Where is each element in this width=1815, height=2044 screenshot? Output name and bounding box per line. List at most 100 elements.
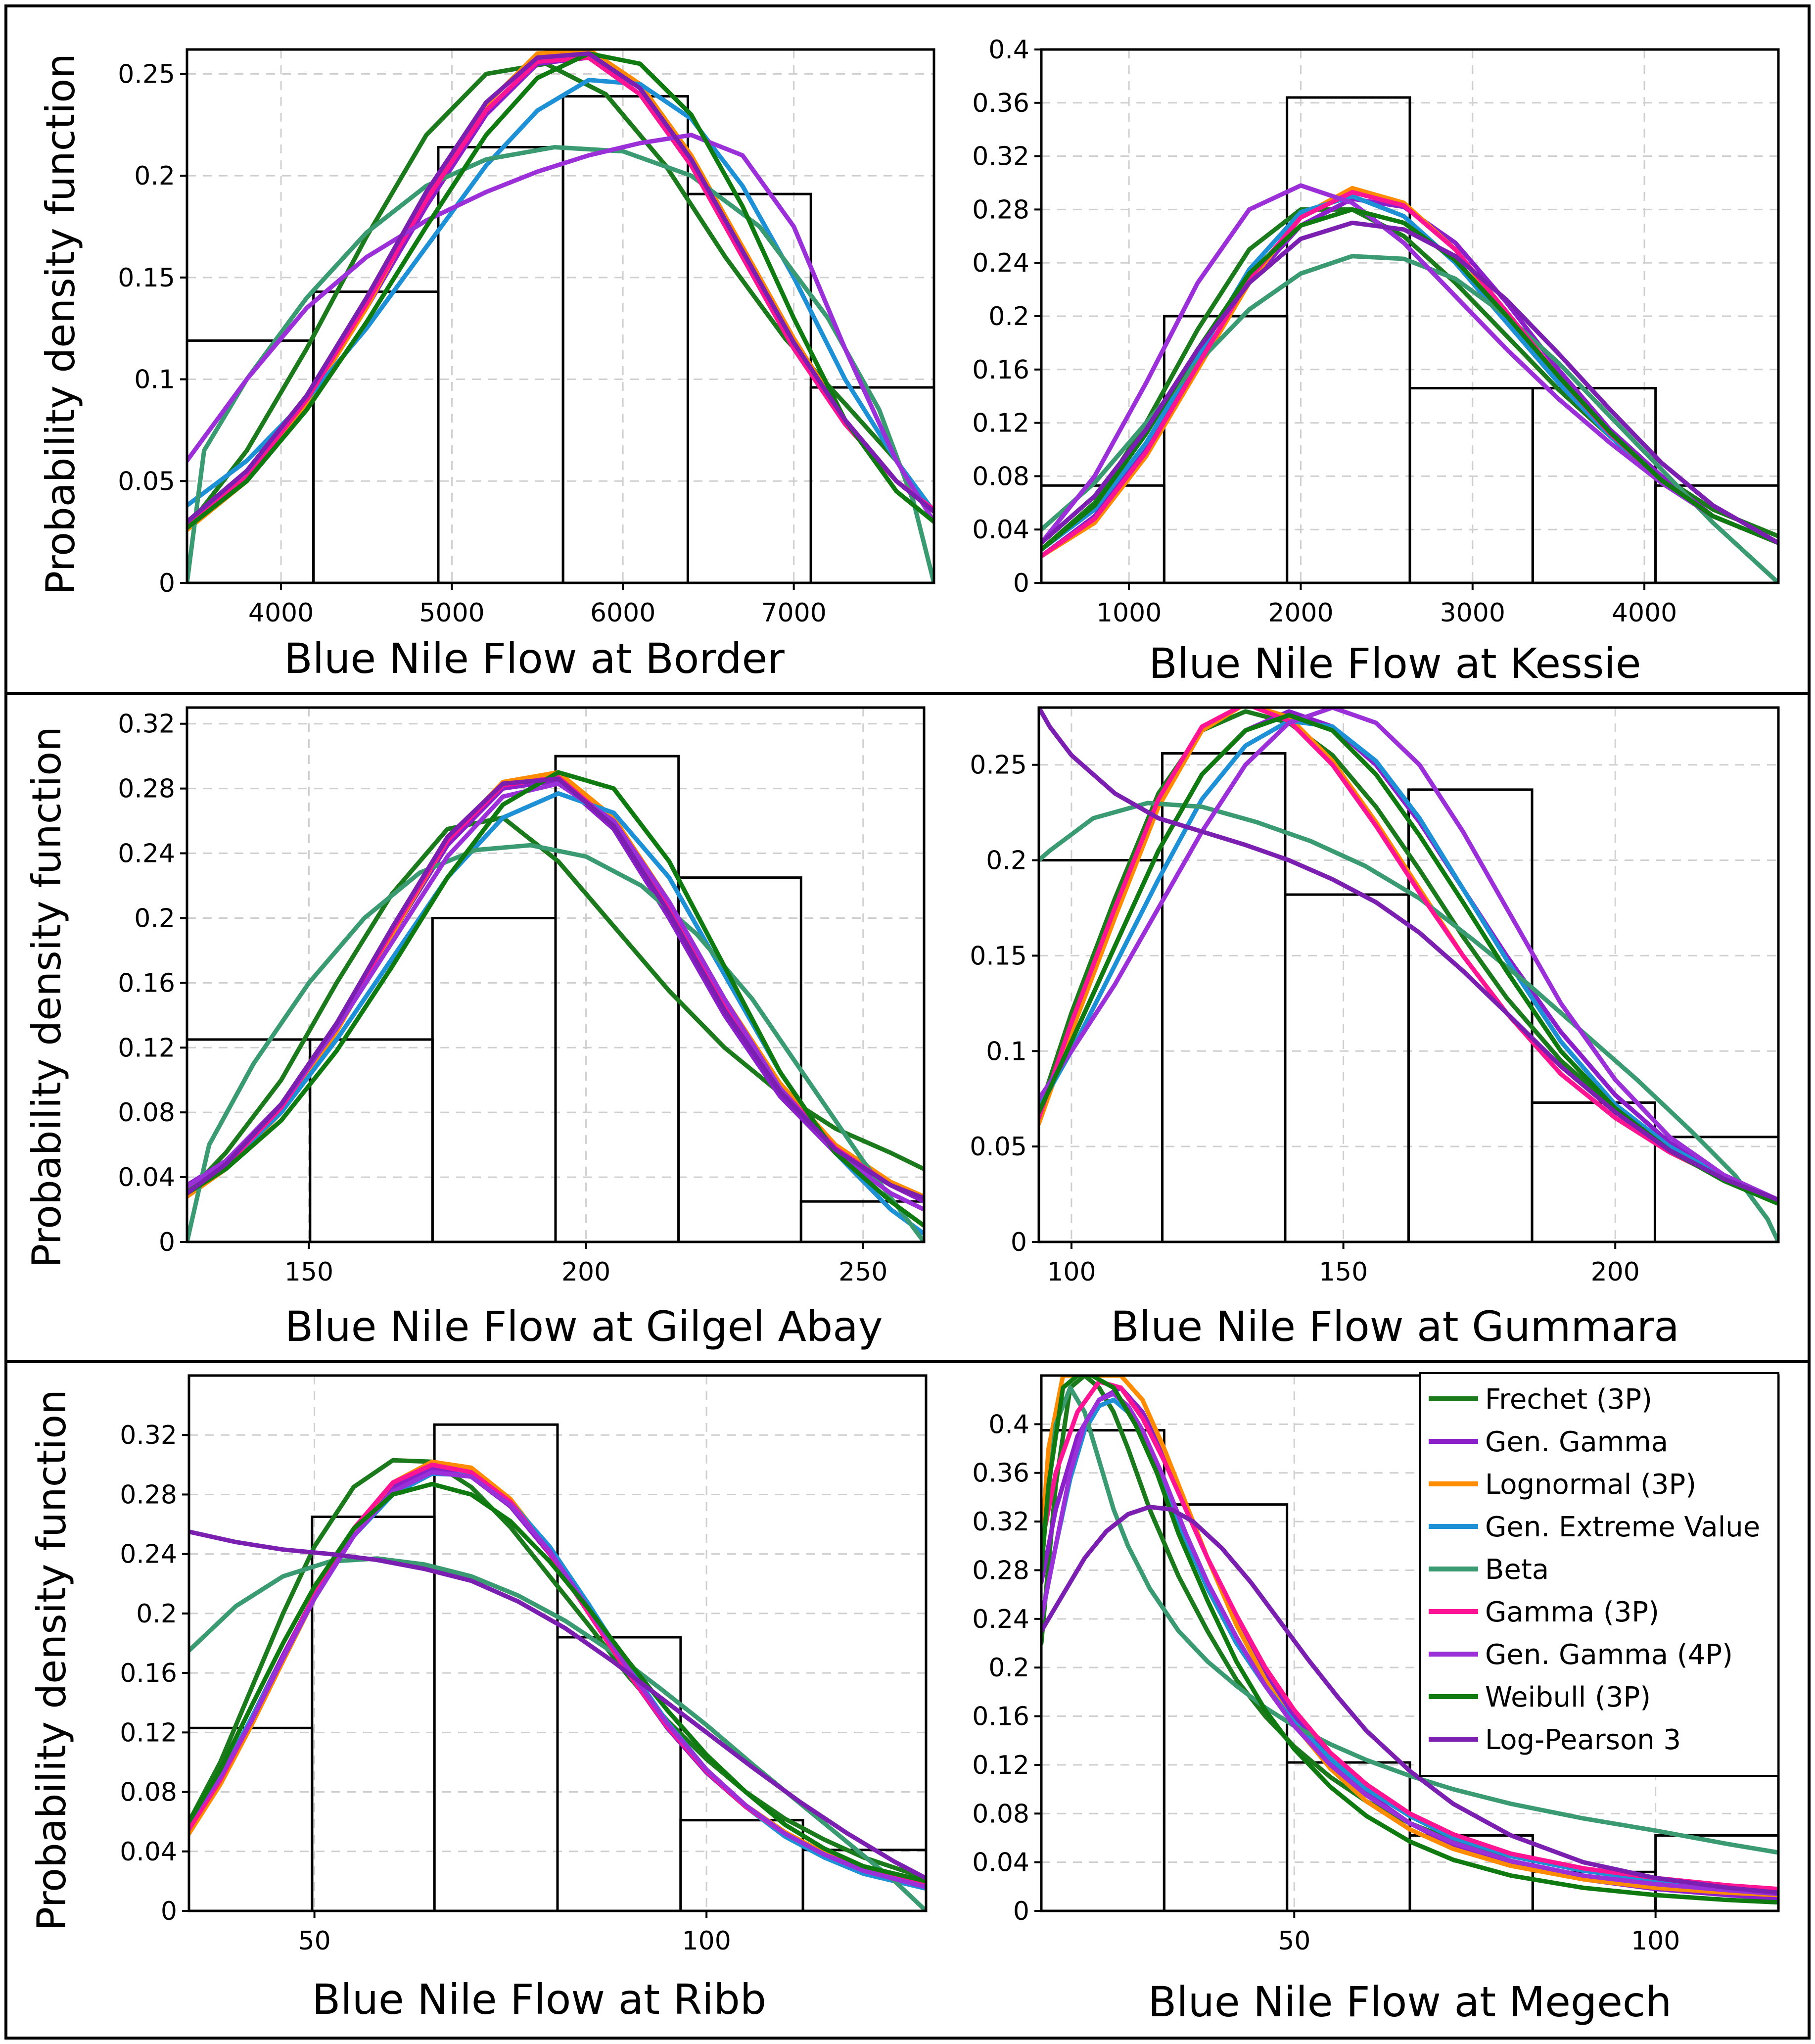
y-tick-label: 0.04	[120, 1837, 177, 1867]
x-tick-label: 250	[838, 1257, 887, 1287]
plot-area-frame	[186, 706, 926, 1243]
x-tick-label: 200	[561, 1257, 610, 1287]
y-tick-label: 0.04	[972, 1848, 1029, 1878]
figure-frame	[4, 4, 1811, 2040]
y-tick-label: 0.24	[120, 1540, 177, 1569]
x-axis: 50 100	[298, 1911, 731, 1956]
y-tick-label: 0.32	[118, 710, 175, 739]
x-axis-label: Blue Nile Flow at Megech	[1148, 1978, 1672, 2026]
y-tick-label: 0.08	[118, 1098, 175, 1128]
legend-label: Beta	[1485, 1554, 1549, 1586]
x-tick-label: 6000	[590, 598, 655, 628]
y-tick-label: 0.12	[972, 1751, 1029, 1780]
curve-gen-gamma-4p	[1039, 708, 1778, 1202]
x-tick-label: 1000	[1096, 598, 1162, 628]
y-axis: 0 0.04 0.08 0.12 0.16 0.2 0.24 0.28 0.32	[118, 710, 187, 1257]
y-tick-label: 0.04	[972, 515, 1029, 545]
x-tick-label: 100	[682, 1926, 731, 1956]
y-tick-label: 0.24	[972, 1605, 1029, 1634]
y-tick-label: 0.4	[988, 35, 1029, 65]
y-tick-label: 0.2	[988, 302, 1029, 332]
legend-item-log-pearson-3: Log-Pearson 3	[1429, 1724, 1681, 1756]
legend-label: Log-Pearson 3	[1485, 1724, 1681, 1756]
y-tick-label: 0	[1013, 569, 1029, 598]
legend-label: Weibull (3P)	[1485, 1681, 1651, 1713]
curve-gen-extreme-value	[187, 78, 934, 514]
plot-area-frame	[186, 48, 935, 584]
y-tick-label: 0.36	[972, 1459, 1029, 1488]
x-tick-label: 100	[1047, 1257, 1096, 1287]
y-tick-label: 0	[159, 1228, 175, 1257]
y-axis: 0 0.05 0.1 0.15 0.2 0.25	[970, 751, 1039, 1257]
pdf-curves	[1041, 1376, 1778, 1905]
y-tick-label: 0.16	[972, 1702, 1029, 1732]
x-tick-label: 200	[1591, 1257, 1640, 1287]
y-axis: 0 0.04 0.08 0.12 0.16 0.2 0.24 0.28 0.32 0.36 0.4	[972, 35, 1041, 598]
y-tick-label: 0	[159, 569, 175, 598]
x-tick-label: 150	[1319, 1257, 1368, 1287]
x-axis: 100 150 200	[1047, 1242, 1640, 1287]
x-axis-label: Blue Nile Flow at Gilgel Abay	[285, 1302, 883, 1351]
curve-gen-extreme-value	[1041, 1397, 1778, 1894]
y-tick-label: 0.05	[970, 1132, 1027, 1162]
x-tick-label: 100	[1631, 1926, 1680, 1956]
y-tick-label: 0.16	[972, 355, 1029, 385]
x-tick-label: 50	[1278, 1926, 1310, 1956]
curve-log-pearson-3	[187, 776, 924, 1201]
y-tick-label: 0.32	[120, 1421, 177, 1450]
curve-log-pearson-3	[187, 51, 934, 524]
y-tick-label: 0.4	[988, 1410, 1029, 1439]
y-tick-label: 0	[1011, 1228, 1027, 1257]
curve-gen-gamma-4p	[1041, 183, 1778, 545]
curve-beta	[187, 843, 924, 1242]
y-tick-label: 0.08	[972, 1799, 1029, 1829]
legend-item-weibull-3p: Weibull (3P)	[1429, 1681, 1651, 1713]
x-axis: 50 100	[1278, 1911, 1680, 1956]
curve-log-pearson-3	[189, 1529, 926, 1881]
y-tick-label: 0.04	[118, 1163, 175, 1192]
y-tick-label: 0.2	[134, 161, 175, 191]
y-tick-label: 0.28	[120, 1480, 177, 1510]
curve-beta	[1041, 1385, 1778, 1855]
y-tick-label: 0.1	[134, 365, 175, 395]
curve-weibull-3p	[189, 1481, 926, 1884]
y-tick-label: 0	[1013, 1897, 1029, 1926]
x-tick-label: 5000	[419, 598, 484, 628]
y-tick-label: 0.08	[120, 1778, 177, 1807]
curve-frechet-3p	[189, 1458, 926, 1881]
pdf-curves	[1041, 183, 1778, 583]
legend-label: Gen. Extreme Value	[1485, 1511, 1760, 1543]
y-axis: 0 0.04 0.08 0.12 0.16 0.2 0.24 0.28 0.32 0.36 0.4	[972, 1410, 1041, 1926]
curve-frechet-3p	[187, 61, 934, 530]
curve-beta	[189, 1556, 926, 1911]
y-tick-label: 0.25	[970, 751, 1027, 780]
plot-area-frame	[187, 1374, 928, 1912]
ylabel-row3: Probability density function	[29, 1389, 75, 1931]
chart-megech: 0 0.04 0.08 0.12 0.16 0.2 0.24 0.28 0.32 0.36 0.4 5…	[972, 1374, 1780, 2026]
legend-item-lognormal-3p: Lognormal (3P)	[1429, 1469, 1696, 1501]
chart-gilgel-abay: 0 0.04 0.08 0.12 0.16 0.2 0.24 0.28 0.32 150 200 25…	[118, 706, 926, 1351]
x-tick-label: 50	[298, 1926, 331, 1956]
curve-gen-gamma-4p	[1041, 1391, 1778, 1897]
x-axis-label: Blue Nile Flow at Border	[284, 634, 785, 683]
x-axis: 4000 5000 6000 7000	[248, 583, 827, 628]
y-tick-label: 0.28	[972, 1556, 1029, 1585]
curve-weibull-3p	[1041, 1376, 1778, 1905]
y-tick-label: 0.32	[972, 1507, 1029, 1537]
y-tick-label: 0.2	[136, 1599, 177, 1629]
legend-item-gamma-3p: Gamma (3P)	[1429, 1596, 1659, 1628]
y-tick-label: 0.2	[986, 846, 1027, 876]
legend-label: Gen. Gamma	[1485, 1426, 1668, 1458]
y-tick-label: 0.16	[118, 968, 175, 998]
pdf-curves	[1039, 708, 1778, 1242]
legend-item-beta: Beta	[1429, 1554, 1549, 1586]
x-tick-label: 2000	[1268, 598, 1333, 628]
x-axis: 150 200 250	[284, 1242, 887, 1287]
x-tick-label: 4000	[248, 598, 314, 628]
curve-gen-extreme-value	[1039, 718, 1778, 1202]
curve-frechet-3p	[187, 815, 924, 1196]
curve-log-pearson-3	[1041, 220, 1778, 545]
chart-border: 0 0.05 0.1 0.15 0.2 0.25 4000 5000 6000 7000 Blue …	[118, 48, 935, 683]
y-tick-label: 0.08	[972, 462, 1029, 491]
